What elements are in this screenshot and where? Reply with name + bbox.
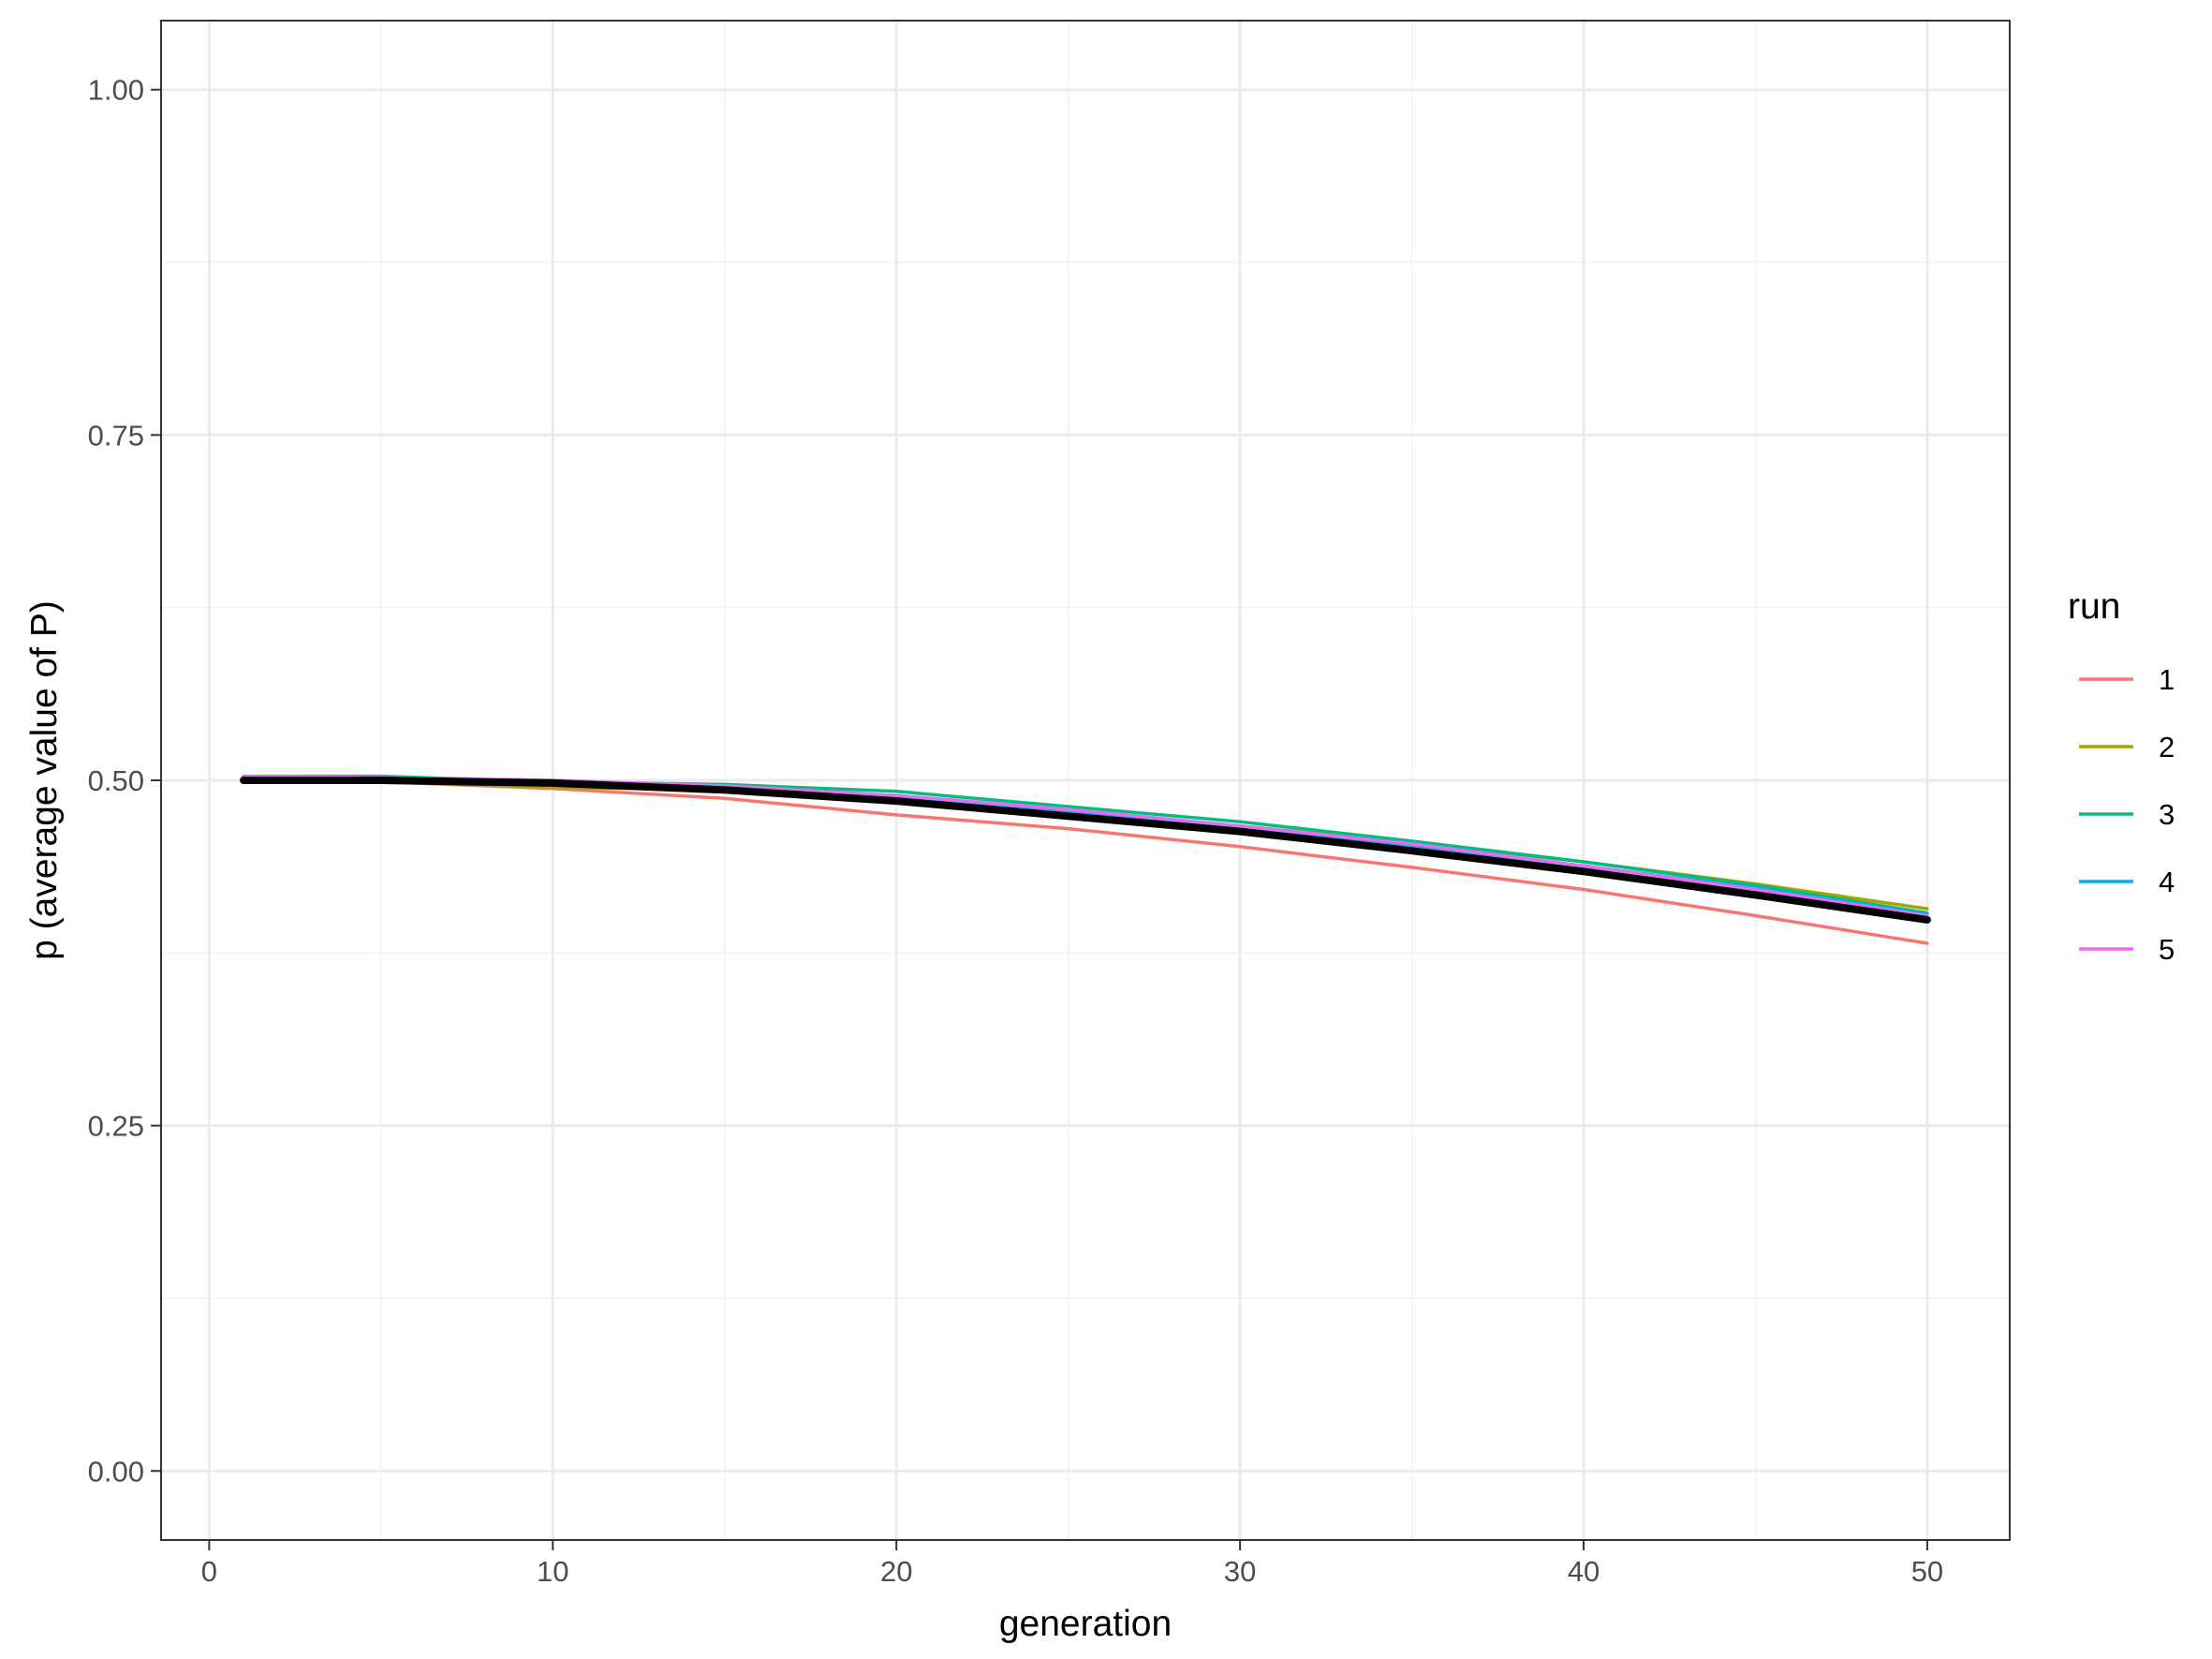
y-axis: 0.00 0.25 0.50 0.75 1.00 [88,74,161,1488]
legend-label-run-1: 1 [2159,663,2175,696]
y-tick-label: 0.25 [88,1110,144,1143]
legend-label-run-5: 5 [2159,933,2175,966]
series-line-mean [240,777,1931,924]
x-axis: 0 10 20 30 40 50 [201,1540,1943,1588]
legend-title: run [2068,586,2120,627]
y-tick-label: 0.50 [88,764,144,797]
x-tick-label: 50 [1911,1555,1943,1588]
y-tick-label: 1.00 [88,74,144,107]
x-tick-label: 30 [1224,1555,1256,1588]
y-tick-label: 0.00 [88,1455,144,1488]
legend: run 1 2 3 4 5 [2068,586,2175,966]
legend-items: 1 2 3 4 5 [2079,663,2175,966]
x-tick-label: 0 [201,1555,217,1588]
legend-label-run-3: 3 [2159,798,2175,831]
x-tick-label: 40 [1568,1555,1600,1588]
x-tick-label: 20 [880,1555,912,1588]
legend-label-run-4: 4 [2159,866,2175,898]
legend-label-run-2: 2 [2159,731,2175,763]
x-tick-label: 10 [537,1555,568,1588]
x-axis-title: generation [999,1604,1172,1644]
y-axis-title: p (average value of P) [24,600,65,960]
series-lines [240,774,1931,945]
y-tick-label: 0.75 [88,419,144,452]
major-gridlines [161,21,2010,1540]
